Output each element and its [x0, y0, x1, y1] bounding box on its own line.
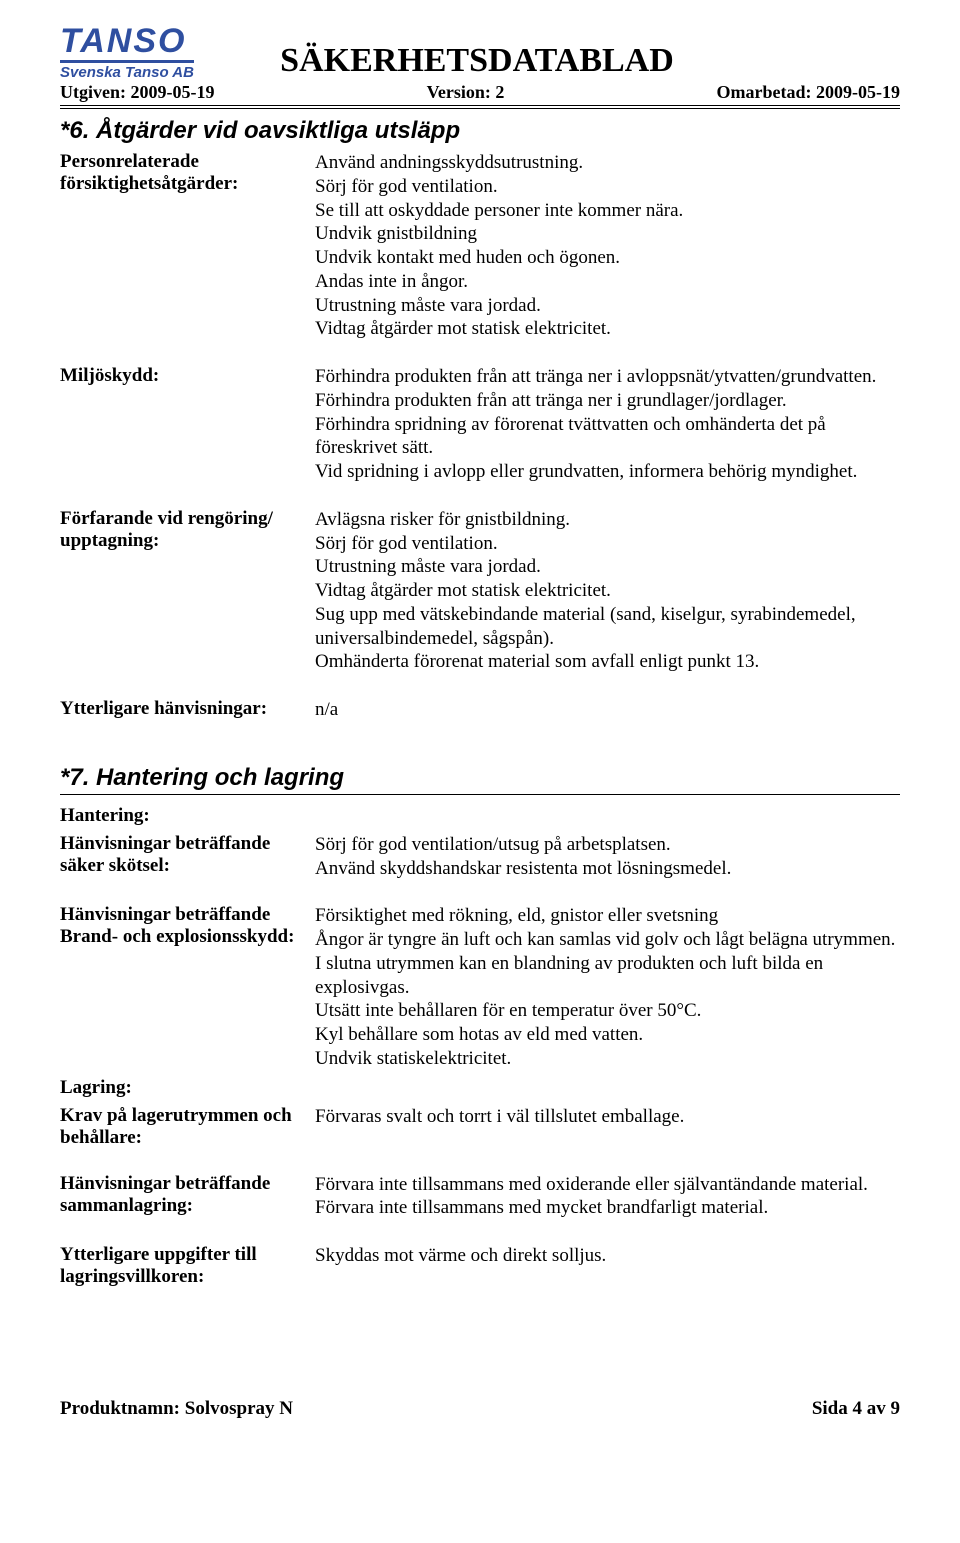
section6-row: Förfarande vid rengöring/ upptagning:Avl… [60, 508, 900, 674]
section6-value: Använd andningsskyddsutrustning. Sörj fö… [315, 151, 900, 341]
section-6-body: Personrelaterade försiktighetsåtgärder:A… [60, 151, 900, 722]
section7a-value: Försiktighet med rökning, eld, gnistor e… [315, 904, 900, 1070]
issued-date: 2009-05-19 [131, 82, 215, 102]
section7a-value: Sörj för god ventilation/utsug på arbets… [315, 833, 900, 881]
footer-page-current: 4 [853, 1398, 863, 1419]
version: Version: 2 [427, 82, 505, 103]
section6-label: Ytterligare hänvisningar: [60, 698, 315, 720]
revised-label: Omarbetad: [717, 82, 812, 102]
section6-label: Personrelaterade försiktighetsåtgärder: [60, 151, 315, 195]
header-top-row: TANSO Svenska Tanso AB SÄKERHETSDATABLAD [60, 24, 900, 80]
footer-page: Sida 4 av 9 [812, 1398, 900, 1420]
page-footer: Produktnamn: Solvospray N Sida 4 av 9 [60, 1398, 900, 1420]
section7b-label: Ytterligare uppgifter till lagringsvillk… [60, 1244, 315, 1288]
section-7-handling-body: Hänvisningar beträffande säker skötsel:S… [60, 833, 900, 1071]
footer-page-of: av [867, 1398, 886, 1419]
section7b-value: Skyddas mot värme och direkt solljus. [315, 1244, 900, 1268]
handling-heading: Hantering: [60, 805, 900, 827]
section7b-row: Krav på lagerutrymmen och behållare:Förv… [60, 1105, 900, 1149]
section7b-value: Förvaras svalt och torrt i väl tillslute… [315, 1105, 900, 1129]
section6-value: Förhindra produkten från att tränga ner … [315, 365, 900, 484]
section7b-value: Förvara inte tillsammans med oxiderande … [315, 1173, 900, 1221]
section7b-label: Krav på lagerutrymmen och behållare: [60, 1105, 315, 1149]
section6-label: Miljöskydd: [60, 365, 315, 387]
section7a-row: Hänvisningar beträffande Brand- och expl… [60, 904, 900, 1070]
issued-label: Utgiven: [60, 82, 126, 102]
header-rule [60, 105, 900, 109]
footer-product-name: Solvospray N [185, 1398, 293, 1419]
spacer [60, 484, 900, 502]
revised: Omarbetad: 2009-05-19 [717, 82, 900, 103]
version-value: 2 [495, 82, 504, 102]
section7a-row: Hänvisningar beträffande säker skötsel:S… [60, 833, 900, 881]
spacer [60, 1149, 900, 1167]
storage-heading: Lagring: [60, 1077, 900, 1099]
section7b-label: Hänvisningar beträffande sammanlagring: [60, 1173, 315, 1217]
issued: Utgiven: 2009-05-19 [60, 82, 215, 103]
footer-product-label: Produktnamn: [60, 1398, 180, 1419]
section-6-title: *6. Åtgärder vid oavsiktliga utsläpp [60, 117, 900, 145]
section-7-rule [60, 794, 900, 795]
footer-page-label: Sida [812, 1398, 848, 1419]
revised-date: 2009-05-19 [816, 82, 900, 102]
section6-row: Personrelaterade försiktighetsåtgärder:A… [60, 151, 900, 341]
section6-value: Avlägsna risker för gnistbildning. Sörj … [315, 508, 900, 674]
section6-row: Miljöskydd:Förhindra produkten från att … [60, 365, 900, 484]
document-header: TANSO Svenska Tanso AB SÄKERHETSDATABLAD… [60, 24, 900, 109]
version-label: Version: [427, 82, 491, 102]
footer-page-total: 9 [891, 1398, 901, 1419]
section7b-row: Ytterligare uppgifter till lagringsvillk… [60, 1244, 900, 1288]
section6-row: Ytterligare hänvisningar:n/a [60, 698, 900, 722]
spacer [60, 1220, 900, 1238]
spacer [60, 674, 900, 692]
section-7-storage-body: Krav på lagerutrymmen och behållare:Förv… [60, 1105, 900, 1289]
section-7-title: *7. Hantering och lagring [60, 764, 900, 792]
section7a-label: Hänvisningar beträffande Brand- och expl… [60, 904, 315, 948]
page: TANSO Svenska Tanso AB SÄKERHETSDATABLAD… [0, 0, 960, 1460]
header-meta-row: Utgiven: 2009-05-19 Version: 2 Omarbetad… [60, 82, 900, 103]
section7b-row: Hänvisningar beträffande sammanlagring:F… [60, 1173, 900, 1221]
footer-product: Produktnamn: Solvospray N [60, 1398, 293, 1420]
section6-label: Förfarande vid rengöring/ upptagning: [60, 508, 315, 552]
document-title: SÄKERHETSDATABLAD [54, 42, 900, 80]
section6-value: n/a [315, 698, 900, 722]
section7a-label: Hänvisningar beträffande säker skötsel: [60, 833, 315, 877]
spacer [60, 341, 900, 359]
spacer [60, 880, 900, 898]
